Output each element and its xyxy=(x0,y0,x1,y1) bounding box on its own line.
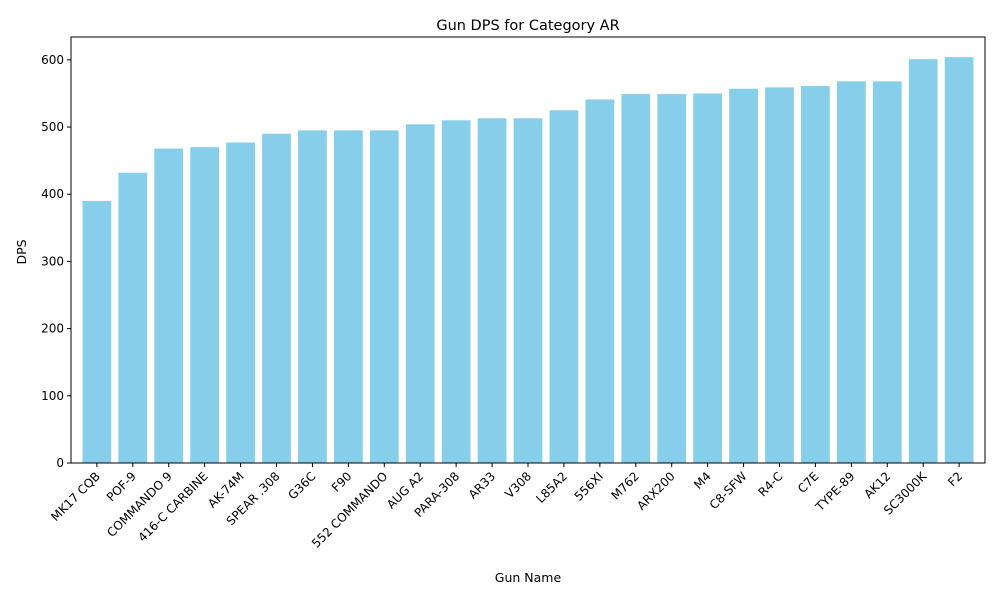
bar-mk17-cqb xyxy=(82,200,112,463)
bar-type-89 xyxy=(836,81,866,463)
x-tick-label: M762 xyxy=(608,469,641,502)
bar-c7e xyxy=(801,86,830,464)
x-tick-label: TYPE-89 xyxy=(812,469,857,514)
y-tick-label: 500 xyxy=(41,120,64,134)
x-tick-label: L85A2 xyxy=(533,469,570,506)
chart-title: Gun DPS for Category AR xyxy=(436,18,619,34)
bar-l85a2 xyxy=(549,110,579,464)
bar-556xi xyxy=(585,99,615,464)
bar-ak-74m xyxy=(226,142,255,464)
x-tick-label: 556XI xyxy=(572,469,606,503)
y-tick-label: 600 xyxy=(41,53,64,67)
bar-spear-308 xyxy=(262,133,291,463)
x-tick-label: MK17 CQB xyxy=(48,469,103,524)
x-tick-label: M4 xyxy=(691,469,714,492)
bar-m762 xyxy=(621,94,651,464)
x-tick-label: AR33 xyxy=(466,469,498,501)
bar-f2 xyxy=(944,57,974,463)
bar-552-commando xyxy=(369,130,399,463)
bar-arx200 xyxy=(657,94,687,464)
y-tick-label: 0 xyxy=(56,456,64,470)
x-tick-label: F90 xyxy=(329,469,355,495)
x-tick-label: C7E xyxy=(795,469,822,496)
bar-para-308 xyxy=(441,120,471,463)
bar-commando-9 xyxy=(154,148,184,464)
x-axis-label: Gun Name xyxy=(495,570,562,585)
y-axis-label: DPS xyxy=(14,239,29,264)
x-tick-label: C8-SFW xyxy=(707,469,750,512)
x-tick-label: POF-9 xyxy=(104,469,139,504)
bar-ar33 xyxy=(477,118,507,464)
x-tick-label: G36C xyxy=(285,469,318,502)
bar-v308 xyxy=(513,118,543,464)
y-tick-label: 400 xyxy=(41,187,64,201)
bar-pof-9 xyxy=(118,172,148,464)
bar-f90 xyxy=(333,130,363,463)
x-tick-label: V308 xyxy=(502,469,534,501)
bar-r4-c xyxy=(765,87,794,463)
y-tick-label: 200 xyxy=(41,322,64,336)
x-tick-label: AK12 xyxy=(861,469,893,501)
x-tick-label: ARX200 xyxy=(634,469,678,513)
bar-416-c-carbine xyxy=(190,147,220,463)
plot-frame xyxy=(70,36,986,464)
y-tick-label: 300 xyxy=(41,254,64,268)
bar-m4 xyxy=(693,93,723,463)
bar-c8-sfw xyxy=(729,88,758,464)
x-tick-label: R4-C xyxy=(755,469,785,499)
bar-ak12 xyxy=(872,81,902,463)
bar-g36c xyxy=(298,130,327,463)
y-tick-label: 100 xyxy=(41,389,64,403)
bar-sc3000k xyxy=(908,59,938,464)
bar-aug-a2 xyxy=(405,124,435,463)
x-tick-label: F2 xyxy=(945,469,965,489)
